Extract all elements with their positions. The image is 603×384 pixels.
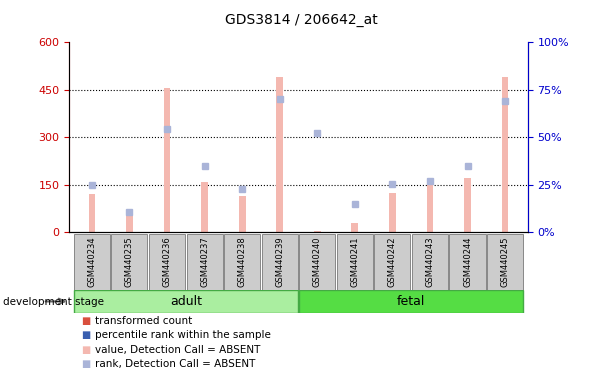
Bar <box>201 182 208 232</box>
Text: GSM440235: GSM440235 <box>125 237 134 287</box>
Text: GSM440237: GSM440237 <box>200 237 209 288</box>
Text: ■: ■ <box>81 330 90 340</box>
Text: ■: ■ <box>81 359 90 369</box>
Text: fetal: fetal <box>397 295 425 308</box>
Text: transformed count: transformed count <box>95 316 192 326</box>
Text: GDS3814 / 206642_at: GDS3814 / 206642_at <box>225 13 378 27</box>
FancyBboxPatch shape <box>186 234 223 290</box>
FancyBboxPatch shape <box>149 234 185 290</box>
Bar <box>352 223 358 232</box>
Bar <box>464 179 471 232</box>
Text: GSM440244: GSM440244 <box>463 237 472 287</box>
Text: GSM440245: GSM440245 <box>500 237 510 287</box>
Text: GSM440241: GSM440241 <box>350 237 359 287</box>
Bar <box>314 231 321 232</box>
Bar <box>502 77 508 232</box>
FancyBboxPatch shape <box>262 234 298 290</box>
Text: GSM440243: GSM440243 <box>426 237 434 287</box>
Bar <box>89 194 95 232</box>
Text: GSM440236: GSM440236 <box>163 237 171 288</box>
FancyBboxPatch shape <box>74 234 110 290</box>
Bar <box>163 88 171 232</box>
Text: value, Detection Call = ABSENT: value, Detection Call = ABSENT <box>95 345 260 355</box>
Text: percentile rank within the sample: percentile rank within the sample <box>95 330 271 340</box>
Text: GSM440234: GSM440234 <box>87 237 96 287</box>
FancyBboxPatch shape <box>412 234 448 290</box>
Bar <box>126 215 133 232</box>
Bar <box>239 196 245 232</box>
FancyBboxPatch shape <box>487 234 523 290</box>
FancyBboxPatch shape <box>299 234 335 290</box>
Text: ■: ■ <box>81 316 90 326</box>
FancyBboxPatch shape <box>449 234 485 290</box>
Bar <box>426 185 434 232</box>
Bar <box>276 77 283 232</box>
Text: GSM440239: GSM440239 <box>275 237 284 287</box>
Text: ■: ■ <box>81 345 90 355</box>
FancyBboxPatch shape <box>299 290 523 313</box>
Text: GSM440240: GSM440240 <box>313 237 322 287</box>
Text: GSM440238: GSM440238 <box>238 237 247 288</box>
Text: adult: adult <box>170 295 202 308</box>
Text: rank, Detection Call = ABSENT: rank, Detection Call = ABSENT <box>95 359 255 369</box>
Text: GSM440242: GSM440242 <box>388 237 397 287</box>
FancyBboxPatch shape <box>112 234 148 290</box>
FancyBboxPatch shape <box>374 234 411 290</box>
FancyBboxPatch shape <box>224 234 260 290</box>
FancyBboxPatch shape <box>74 290 298 313</box>
Bar <box>389 193 396 232</box>
Text: development stage: development stage <box>3 297 104 307</box>
FancyBboxPatch shape <box>337 234 373 290</box>
